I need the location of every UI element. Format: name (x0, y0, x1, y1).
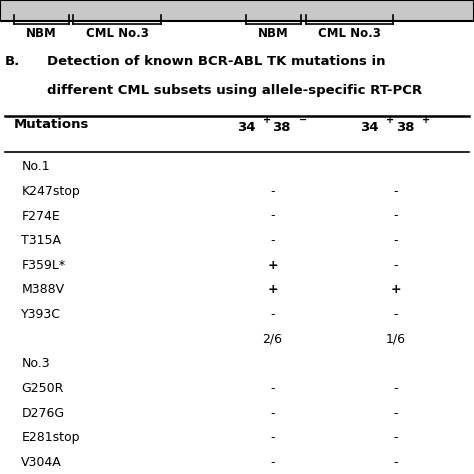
Text: -: - (270, 210, 275, 222)
Text: CML No.3: CML No.3 (318, 27, 381, 40)
Text: 2/6: 2/6 (263, 333, 283, 346)
Text: Mutations: Mutations (14, 118, 90, 131)
Text: T315A: T315A (21, 234, 61, 247)
Text: -: - (393, 456, 398, 469)
Text: -: - (393, 234, 398, 247)
Text: K247stop: K247stop (21, 185, 80, 198)
Text: -: - (270, 382, 275, 395)
Text: No.1: No.1 (21, 160, 50, 173)
Text: +: + (267, 259, 278, 272)
Text: -: - (270, 431, 275, 444)
Text: Y393C: Y393C (21, 308, 61, 321)
Text: NBM: NBM (258, 27, 289, 40)
Text: 38: 38 (396, 121, 414, 134)
Text: -: - (393, 407, 398, 419)
Text: -: - (393, 382, 398, 395)
Text: NBM: NBM (26, 27, 57, 40)
Text: -: - (270, 185, 275, 198)
Text: -: - (270, 234, 275, 247)
Text: V304A: V304A (21, 456, 62, 469)
Text: 34: 34 (237, 121, 255, 134)
Text: Detection of known BCR-ABL TK mutations in: Detection of known BCR-ABL TK mutations … (47, 55, 386, 67)
Text: 34: 34 (360, 121, 379, 134)
Text: B.: B. (5, 55, 20, 67)
Text: CML No.3: CML No.3 (86, 27, 149, 40)
Text: F359L*: F359L* (21, 259, 65, 272)
Text: F274E: F274E (21, 210, 60, 222)
Text: +: + (386, 115, 394, 125)
Text: -: - (393, 210, 398, 222)
Text: No.3: No.3 (21, 357, 50, 370)
Text: M388V: M388V (21, 283, 64, 296)
Text: -: - (270, 407, 275, 419)
Text: different CML subsets using allele-specific RT-PCR: different CML subsets using allele-speci… (47, 84, 422, 97)
Text: 1/6: 1/6 (386, 333, 406, 346)
Text: +: + (391, 283, 401, 296)
Text: -: - (393, 431, 398, 444)
Text: -: - (270, 456, 275, 469)
Text: D276G: D276G (21, 407, 64, 419)
Text: +: + (422, 115, 430, 125)
Text: +: + (267, 283, 278, 296)
Text: -: - (393, 185, 398, 198)
Text: E281stop: E281stop (21, 431, 80, 444)
Text: -: - (393, 259, 398, 272)
FancyBboxPatch shape (0, 0, 474, 21)
Text: +: + (263, 115, 271, 125)
Text: 38: 38 (273, 121, 291, 134)
Text: −: − (299, 115, 307, 125)
Text: -: - (393, 308, 398, 321)
Text: G250R: G250R (21, 382, 64, 395)
Text: -: - (270, 308, 275, 321)
